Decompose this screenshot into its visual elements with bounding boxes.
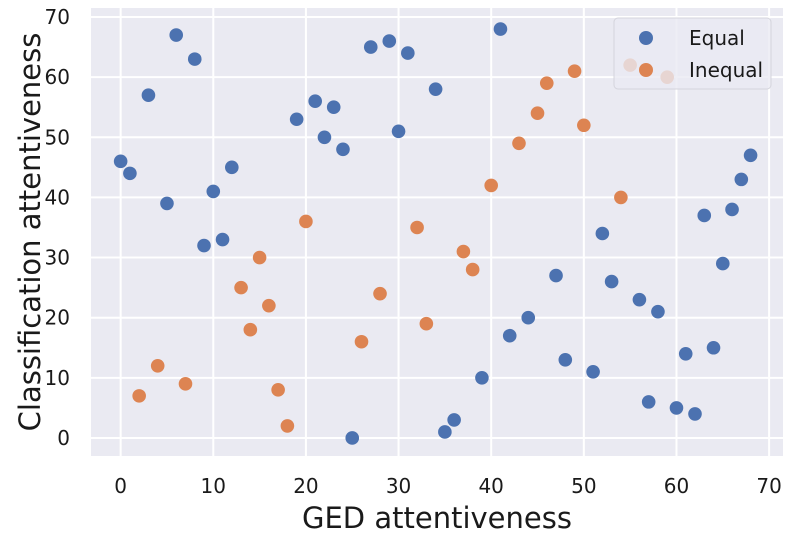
equal-point [521,310,536,325]
inequal-point [567,64,582,78]
y-tick-label: 60 [45,65,70,89]
equal-point [688,407,702,421]
inequal-point [252,250,267,265]
equal-point [502,328,517,343]
y-tick-label: 70 [45,5,70,29]
inequal-point [132,389,146,403]
legend-label-inequal: Inequal [689,58,763,82]
inequal-point [150,358,165,373]
equal-point [743,148,758,163]
equal-point [651,304,665,319]
inequal-point [354,334,369,349]
inequal-point [234,280,248,295]
inequal-point [410,220,424,235]
equal-point [447,413,461,427]
legend-box [613,17,772,90]
equal-point [336,142,350,157]
equal-point [475,371,489,385]
equal-point [113,154,128,169]
inequal-point [456,244,471,259]
inequal-point [243,322,258,337]
legend-marker-equal [639,31,653,45]
equal-point [197,238,211,253]
inequal-point [178,377,193,391]
legend-label-equal: Equal [689,26,745,50]
equal-point [586,365,600,379]
equal-point [308,94,322,109]
equal-point [595,226,610,241]
y-tick-label: 0 [57,426,70,450]
equal-point [382,34,397,48]
x-tick-label: 40 [478,474,503,498]
y-tick-label: 20 [45,306,70,330]
inequal-point [280,419,295,433]
x-tick-label: 10 [201,474,226,498]
y-tick-label: 40 [45,185,70,209]
equal-point [706,340,721,355]
x-tick-label: 30 [386,474,411,498]
inequal-point [577,118,591,133]
tick-labels: 0 10 20 30 40 50 60 70 0 10 20 30 40 50 60 70 [45,5,782,498]
inequal-point [271,383,285,397]
inequal-point [262,298,276,313]
equal-point [206,184,221,199]
equal-point [160,196,174,211]
equal-point [641,395,656,409]
x-tick-label: 60 [664,474,689,498]
equal-point [669,401,684,415]
equal-point [141,88,156,102]
equal-point [549,268,563,283]
equal-point [725,202,739,217]
equal-point [428,82,443,96]
equal-point [438,425,452,439]
y-tick-label: 30 [45,246,70,270]
legend-marker-inequal [639,63,653,77]
equal-point [697,208,712,223]
equal-point [215,232,230,247]
equal-point [401,46,415,60]
equal-point [391,124,406,139]
y-axis-label: Classification attentiveness [13,33,47,432]
equal-point [123,166,137,181]
x-tick-label: 20 [293,474,318,498]
inequal-point [530,106,545,121]
inequal-point [299,214,313,229]
equal-point [715,256,730,271]
equal-point [187,52,202,66]
equal-point [632,292,647,307]
inequal-point [614,190,628,205]
inequal-point [539,76,554,90]
equal-point [345,431,360,445]
equal-point [289,112,304,127]
legend: Equal Inequal [613,17,772,90]
x-tick-label: 70 [756,474,781,498]
equal-point [363,40,378,54]
inequal-point [484,178,498,193]
x-tick-label: 0 [114,474,127,498]
inequal-point [419,316,434,331]
y-tick-label: 10 [45,366,70,390]
x-axis-label: GED attentiveness [302,501,572,535]
equal-point [326,100,341,115]
equal-point [225,160,239,175]
equal-point [558,352,573,367]
inequal-point [512,136,526,151]
equal-point [493,22,508,36]
equal-point [169,28,184,42]
equal-point [317,130,332,145]
equal-point [678,346,693,361]
x-tick-label: 50 [571,474,596,498]
inequal-point [373,286,387,301]
y-tick-label: 50 [45,125,70,149]
inequal-point [465,262,480,277]
equal-point [734,172,749,187]
equal-point [604,274,619,289]
